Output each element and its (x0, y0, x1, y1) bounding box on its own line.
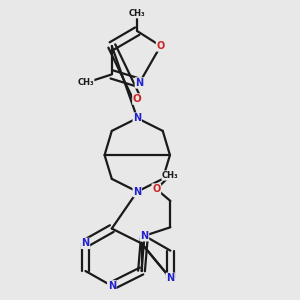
Text: CH₃: CH₃ (77, 78, 94, 87)
Text: CH₃: CH₃ (162, 171, 179, 180)
Text: N: N (140, 231, 148, 241)
Text: N: N (108, 281, 116, 291)
Text: O: O (152, 184, 160, 194)
Text: O: O (157, 41, 165, 51)
Text: N: N (135, 78, 143, 88)
Text: N: N (166, 273, 174, 283)
Text: CH₃: CH₃ (129, 9, 146, 18)
Text: N: N (133, 187, 141, 196)
Text: O: O (133, 94, 142, 104)
Text: N: N (81, 238, 89, 248)
Text: N: N (133, 113, 141, 123)
